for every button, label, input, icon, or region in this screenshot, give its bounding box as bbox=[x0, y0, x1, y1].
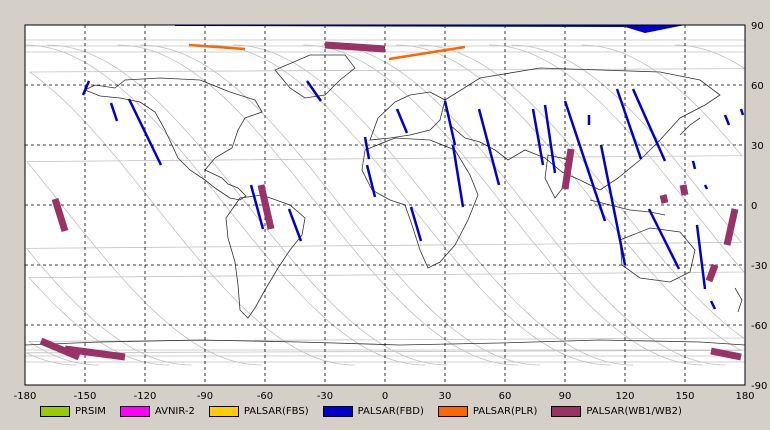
swath-tracks bbox=[39, 25, 745, 361]
swath-palsar-fbd- bbox=[709, 300, 717, 310]
x-tick-label: -180 bbox=[14, 391, 37, 402]
legend-swatch bbox=[437, 405, 468, 417]
swath-palsar-fbd-polar bbox=[175, 25, 685, 33]
x-tick-label: 120 bbox=[615, 391, 634, 402]
legend-swatch bbox=[322, 405, 353, 417]
coast-nz bbox=[734, 287, 743, 313]
swath-palsar-fbd- bbox=[305, 80, 323, 102]
swath-palsar-fbd- bbox=[543, 104, 557, 174]
swath-palsar-wb1-wb2- bbox=[723, 208, 739, 246]
swath-palsar-wb1-wb2- bbox=[257, 184, 275, 230]
coast-south-america bbox=[225, 194, 306, 319]
y-tick-label: -30 bbox=[751, 261, 767, 272]
x-tick-labels: -180 -150 -120 -90 -60 -30 0 30 60 90 120 150 180 bbox=[14, 391, 755, 402]
x-tick-label: 30 bbox=[439, 391, 452, 402]
swath-palsar-wb1-wb2- bbox=[710, 347, 742, 361]
y-tick-label: 30 bbox=[751, 141, 764, 152]
legend-label: PALSAR(FBD) bbox=[357, 405, 424, 417]
legend-swatch bbox=[208, 405, 239, 417]
swath-palsar-fbd- bbox=[127, 98, 163, 166]
legend: PRSIM AVNIR-2 PALSAR(FBS) PALSAR(FBD) PALSAR… bbox=[40, 403, 760, 419]
legend-item: PALSAR(FBS) bbox=[208, 403, 309, 419]
swath-palsar-fbd- bbox=[739, 108, 745, 116]
swath-palsar-fbd- bbox=[363, 136, 371, 160]
swath-palsar-wb1-wb2- bbox=[679, 184, 689, 196]
legend-item: PRSIM bbox=[40, 403, 106, 419]
orbit-line bbox=[26, 44, 743, 366]
swath-palsar-wb1-wb2- bbox=[64, 345, 126, 361]
orbit-line bbox=[28, 44, 745, 366]
coast-africa bbox=[361, 137, 479, 269]
swath-palsar-fbd- bbox=[615, 88, 643, 160]
legend-item: PALSAR(PLR) bbox=[437, 403, 538, 419]
coast-greenland bbox=[274, 54, 356, 99]
x-tick-label: -120 bbox=[134, 391, 157, 402]
x-tick-label: -90 bbox=[197, 391, 213, 402]
y-tick-labels: 90 60 30 0 -30 -60 -90 bbox=[751, 21, 767, 392]
legend-label: PALSAR(FBS) bbox=[243, 405, 309, 417]
swath-palsar-fbd- bbox=[451, 144, 465, 208]
y-tick-label: 60 bbox=[751, 81, 764, 92]
coast-indonesia bbox=[589, 199, 666, 216]
swath-palsar-wb1-wb2- bbox=[324, 41, 386, 53]
swath-palsar-fbd- bbox=[691, 160, 697, 170]
swath-palsar-fbd- bbox=[723, 114, 731, 126]
swath-palsar-fbd- bbox=[443, 100, 457, 146]
graticule bbox=[25, 25, 745, 385]
x-tick-label: -30 bbox=[317, 391, 333, 402]
orbit-line bbox=[303, 44, 704, 366]
legend-item: AVNIR-2 bbox=[119, 403, 195, 419]
x-tick-label: 90 bbox=[559, 391, 572, 402]
swath-palsar-wb1-wb2- bbox=[51, 197, 69, 233]
swath-palsar-fbd- bbox=[81, 80, 91, 96]
orbit-line bbox=[117, 44, 518, 366]
legend-item: PALSAR(WB1/WB2) bbox=[551, 403, 682, 419]
swath-palsar-fbd- bbox=[395, 108, 409, 134]
swath-palsar-wb1-wb2- bbox=[659, 194, 669, 204]
swath-palsar-fbd- bbox=[365, 164, 377, 198]
legend-swatch bbox=[119, 405, 150, 417]
x-tick-label: -60 bbox=[257, 391, 273, 402]
y-tick-label: -90 bbox=[751, 381, 767, 392]
coast-antarctica bbox=[24, 339, 746, 346]
legend-swatch bbox=[40, 405, 70, 417]
x-tick-label: 180 bbox=[735, 391, 754, 402]
swath-palsar-fbd- bbox=[109, 102, 119, 122]
swath-palsar-wb1-wb2- bbox=[39, 337, 81, 361]
x-tick-label: 0 bbox=[382, 391, 388, 402]
swath-palsar-fbd- bbox=[599, 144, 627, 266]
y-tick-label: -60 bbox=[751, 321, 767, 332]
swath-palsar-fbd- bbox=[477, 108, 501, 186]
swath-palsar-fbd- bbox=[531, 108, 545, 166]
legend-label: AVNIR-2 bbox=[154, 405, 195, 417]
swath-palsar-fbd- bbox=[703, 184, 709, 190]
swath-palsar-plr- bbox=[188, 43, 246, 51]
legend-swatch bbox=[551, 405, 582, 417]
swath-palsar-fbd- bbox=[563, 100, 607, 222]
x-tick-label: -150 bbox=[74, 391, 97, 402]
legend-label: PRSIM bbox=[75, 405, 106, 417]
legend-item: PALSAR(FBD) bbox=[322, 403, 424, 419]
coast-japan bbox=[679, 117, 701, 136]
y-tick-label: 0 bbox=[751, 201, 757, 212]
x-tick-label: 60 bbox=[499, 391, 512, 402]
swath-palsar-wb1-wb2- bbox=[705, 263, 719, 283]
orbit-line bbox=[26, 44, 743, 366]
swath-palsar-fbd- bbox=[249, 184, 265, 230]
legend-label: PALSAR(PLR) bbox=[472, 405, 538, 417]
swath-palsar-fbd- bbox=[287, 208, 303, 242]
map-border bbox=[24, 24, 746, 386]
legend-label: PALSAR(WB1/WB2) bbox=[586, 405, 682, 417]
swath-palsar-fbd- bbox=[409, 206, 423, 242]
swath-palsar-wb1-wb2- bbox=[561, 148, 575, 190]
x-tick-label: 150 bbox=[675, 391, 694, 402]
swath-palsar-fbd- bbox=[631, 88, 667, 162]
swath-palsar-fbd- bbox=[647, 208, 681, 270]
swath-palsar-fbd- bbox=[695, 224, 707, 290]
swath-palsar-plr- bbox=[388, 45, 466, 61]
y-tick-label: 90 bbox=[751, 21, 764, 32]
